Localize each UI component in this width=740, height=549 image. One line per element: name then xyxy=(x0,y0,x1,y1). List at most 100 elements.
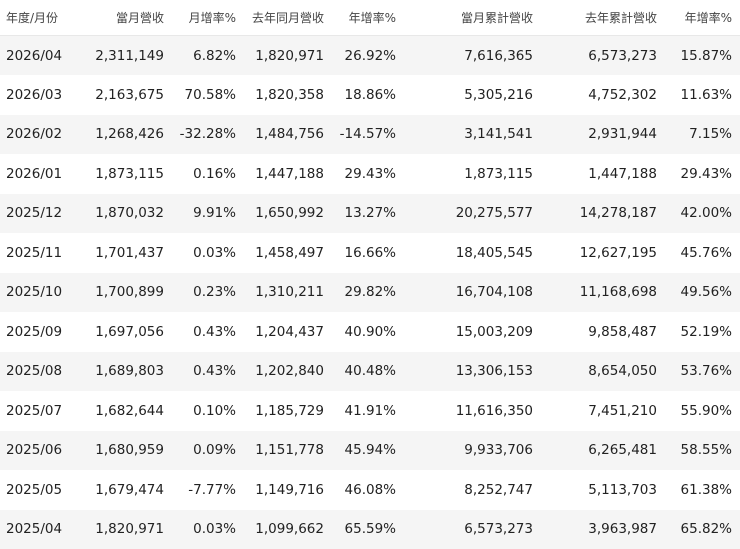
cell-monthly-revenue: 1,680,959 xyxy=(95,442,164,459)
cell-monthly-revenue: 2,311,149 xyxy=(95,47,164,64)
cell-cumulative-yoy-growth: 11.63% xyxy=(680,86,732,103)
cell-cumulative-revenue: 6,573,273 xyxy=(464,521,533,538)
header-month[interactable]: 年度/月份 xyxy=(0,0,76,36)
table-row: 2026/02 1,268,426 -32.28% 1,484,756 -14.57% 3… xyxy=(0,114,740,154)
table-row: 2025/07 1,682,644 0.10% 1,185,729 41.91% 11,6… xyxy=(0,391,740,431)
cell-yoy-growth: 18.86% xyxy=(344,86,396,103)
header-mom-growth[interactable]: 月增率% xyxy=(172,0,244,36)
cell-last-year-revenue: 1,310,211 xyxy=(255,284,324,301)
cell-monthly-revenue: 1,700,899 xyxy=(95,284,164,301)
cell-cumulative-yoy-growth: 65.82% xyxy=(680,521,732,538)
cell-last-year-revenue: 1,820,971 xyxy=(255,47,324,64)
cell-last-year-cumulative-revenue: 9,858,487 xyxy=(588,323,657,340)
cell-yoy-growth: 65.59% xyxy=(344,521,396,538)
cell-cumulative-yoy-growth: 15.87% xyxy=(680,47,732,64)
header-cumulative-yoy-growth[interactable]: 年增率% xyxy=(665,0,740,36)
cell-yoy-growth: 40.48% xyxy=(344,363,396,380)
cell-mom-growth: 0.43% xyxy=(193,323,236,340)
cell-mom-growth: 70.58% xyxy=(184,86,236,103)
cell-last-year-revenue: 1,151,778 xyxy=(255,442,324,459)
cell-yoy-growth: 40.90% xyxy=(344,323,396,340)
cell-yoy-growth: 46.08% xyxy=(344,481,396,498)
cell-cumulative-yoy-growth: 45.76% xyxy=(680,244,732,261)
cell-last-year-cumulative-revenue: 1,447,188 xyxy=(588,165,657,182)
cell-cumulative-revenue: 9,933,706 xyxy=(464,442,533,459)
table-row: 2026/04 2,311,149 6.82% 1,820,971 26.92% 7,61… xyxy=(0,35,740,75)
cell-cumulative-yoy-growth: 55.90% xyxy=(680,402,732,419)
table-header: 年度/月份 當月營收 月增率% 去年同月營收 年增率% 當月累計營收 去年累計營… xyxy=(0,0,740,36)
cell-month: 2026/02 xyxy=(6,126,63,143)
cell-last-year-cumulative-revenue: 11,168,698 xyxy=(579,284,657,301)
table-row: 2025/10 1,700,899 0.23% 1,310,211 29.82% 16,7… xyxy=(0,272,740,312)
cell-last-year-cumulative-revenue: 3,963,987 xyxy=(588,521,657,538)
cell-month: 2026/04 xyxy=(6,47,63,64)
cell-cumulative-revenue: 3,141,541 xyxy=(464,126,533,143)
cell-last-year-cumulative-revenue: 6,573,273 xyxy=(588,47,657,64)
cell-cumulative-yoy-growth: 7.15% xyxy=(689,126,732,143)
cell-mom-growth: 0.16% xyxy=(193,165,236,182)
cell-yoy-growth: 29.82% xyxy=(344,284,396,301)
cell-cumulative-revenue: 18,405,545 xyxy=(455,244,533,261)
cell-month: 2025/09 xyxy=(6,323,63,340)
cell-last-year-cumulative-revenue: 14,278,187 xyxy=(579,205,657,222)
cell-last-year-revenue: 1,149,716 xyxy=(255,481,324,498)
cell-yoy-growth: 26.92% xyxy=(344,47,396,64)
table-row: 2025/09 1,697,056 0.43% 1,204,437 40.90% 15,0… xyxy=(0,312,740,352)
cell-cumulative-revenue: 11,616,350 xyxy=(455,402,533,419)
cell-cumulative-yoy-growth: 29.43% xyxy=(680,165,732,182)
table-row: 2025/11 1,701,437 0.03% 1,458,497 16.66% 18,4… xyxy=(0,233,740,273)
cell-month: 2025/12 xyxy=(6,205,63,222)
cell-last-year-cumulative-revenue: 12,627,195 xyxy=(579,244,657,261)
header-row: 年度/月份 當月營收 月增率% 去年同月營收 年增率% 當月累計營收 去年累計營… xyxy=(0,0,740,36)
cell-cumulative-revenue: 5,305,216 xyxy=(464,86,533,103)
cell-last-year-revenue: 1,204,437 xyxy=(255,323,324,340)
cell-month: 2026/03 xyxy=(6,86,63,103)
cell-mom-growth: -32.28% xyxy=(179,126,236,143)
cell-month: 2025/05 xyxy=(6,481,63,498)
header-last-year-revenue[interactable]: 去年同月營收 xyxy=(244,0,332,36)
table-row: 2025/06 1,680,959 0.09% 1,151,778 45.94% 9,93… xyxy=(0,430,740,470)
cell-last-year-revenue: 1,458,497 xyxy=(255,244,324,261)
header-yoy-growth[interactable]: 年增率% xyxy=(332,0,404,36)
cell-mom-growth: 0.03% xyxy=(193,521,236,538)
cell-cumulative-revenue: 15,003,209 xyxy=(455,323,533,340)
cell-cumulative-revenue: 20,275,577 xyxy=(455,205,533,222)
table-row: 2025/12 1,870,032 9.91% 1,650,992 13.27% 20,2… xyxy=(0,193,740,233)
header-monthly-revenue[interactable]: 當月營收 xyxy=(76,0,172,36)
cell-cumulative-yoy-growth: 61.38% xyxy=(680,481,732,498)
header-cumulative-revenue[interactable]: 當月累計營收 xyxy=(404,0,541,36)
cell-last-year-revenue: 1,447,188 xyxy=(255,165,324,182)
cell-last-year-cumulative-revenue: 7,451,210 xyxy=(588,402,657,419)
cell-month: 2025/11 xyxy=(6,244,63,261)
cell-monthly-revenue: 1,689,803 xyxy=(95,363,164,380)
cell-cumulative-revenue: 1,873,115 xyxy=(464,165,533,182)
cell-month: 2025/07 xyxy=(6,402,63,419)
cell-last-year-cumulative-revenue: 2,931,944 xyxy=(588,126,657,143)
cell-month: 2025/06 xyxy=(6,442,63,459)
cell-last-year-revenue: 1,650,992 xyxy=(255,205,324,222)
cell-month: 2025/10 xyxy=(6,284,63,301)
cell-last-year-revenue: 1,484,756 xyxy=(255,126,324,143)
cell-mom-growth: 9.91% xyxy=(193,205,236,222)
cell-monthly-revenue: 1,679,474 xyxy=(95,481,164,498)
cell-month: 2025/08 xyxy=(6,363,63,380)
table-row: 2026/01 1,873,115 0.16% 1,447,188 29.43% 1,87… xyxy=(0,154,740,194)
cell-cumulative-revenue: 13,306,153 xyxy=(455,363,533,380)
cell-yoy-growth: 45.94% xyxy=(344,442,396,459)
cell-monthly-revenue: 2,163,675 xyxy=(95,86,164,103)
cell-mom-growth: 0.43% xyxy=(193,363,236,380)
cell-cumulative-yoy-growth: 42.00% xyxy=(680,205,732,222)
cell-cumulative-yoy-growth: 52.19% xyxy=(680,323,732,340)
cell-yoy-growth: 41.91% xyxy=(344,402,396,419)
header-last-year-cumulative-revenue[interactable]: 去年累計營收 xyxy=(541,0,665,36)
cell-yoy-growth: 16.66% xyxy=(344,244,396,261)
cell-cumulative-yoy-growth: 49.56% xyxy=(680,284,732,301)
table-row: 2025/05 1,679,474 -7.77% 1,149,716 46.08% 8,2… xyxy=(0,470,740,510)
cell-month: 2026/01 xyxy=(6,165,63,182)
cell-mom-growth: 0.10% xyxy=(193,402,236,419)
cell-cumulative-yoy-growth: 53.76% xyxy=(680,363,732,380)
cell-last-year-cumulative-revenue: 6,265,481 xyxy=(588,442,657,459)
table-row: 2025/04 1,820,971 0.03% 1,099,662 65.59% 6,57… xyxy=(0,509,740,549)
cell-mom-growth: 6.82% xyxy=(193,47,236,64)
